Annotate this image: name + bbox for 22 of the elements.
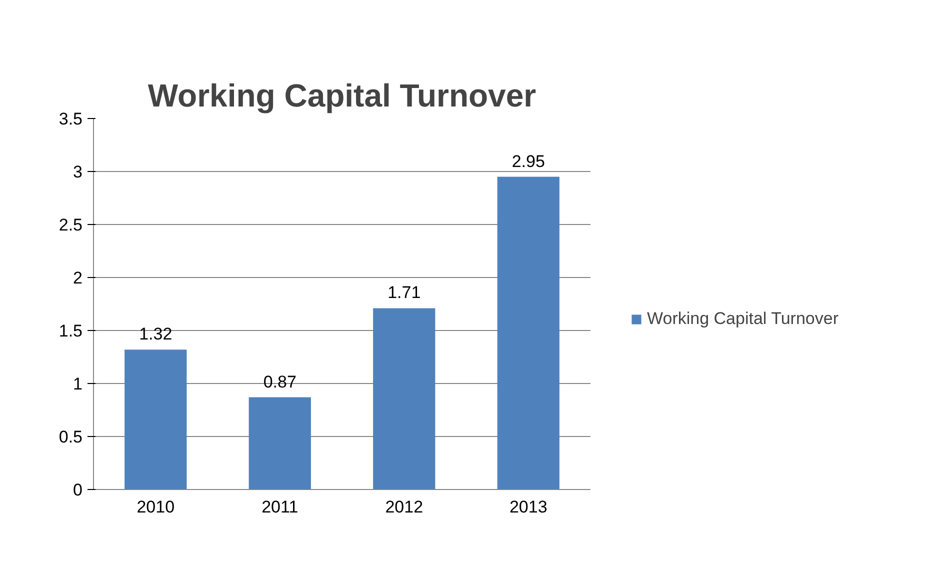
y-tick-label: 3.5 xyxy=(58,110,83,128)
data-label: 1.32 xyxy=(139,324,172,344)
x-tick-label: 2010 xyxy=(136,498,175,516)
data-label: 2.95 xyxy=(512,152,545,171)
legend-label: Working Capital Turnover xyxy=(647,309,838,329)
y-tick-label: 0.5 xyxy=(58,428,83,446)
bar xyxy=(124,350,187,490)
y-tick-label: 1 xyxy=(73,374,83,394)
data-label: 1.71 xyxy=(388,283,421,302)
y-tick-label: 2.5 xyxy=(58,216,83,234)
chart-title: Working Capital Turnover xyxy=(148,78,536,114)
data-label: 0.87 xyxy=(263,372,296,392)
bar xyxy=(497,176,560,490)
y-tick-label: 2 xyxy=(73,268,83,288)
y-tick-label: 0 xyxy=(73,480,83,500)
y-tick-label: 1.5 xyxy=(58,322,83,340)
x-tick-label: 2012 xyxy=(385,498,424,516)
y-tick-label: 3 xyxy=(73,162,83,182)
x-tick-label: 2013 xyxy=(509,498,548,516)
bar xyxy=(373,308,436,490)
x-tick-label: 2011 xyxy=(262,498,298,516)
bar xyxy=(248,397,311,490)
